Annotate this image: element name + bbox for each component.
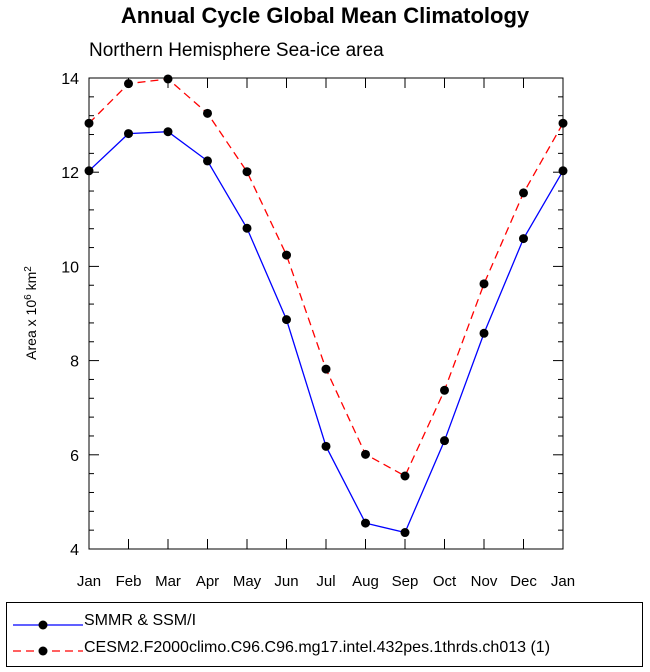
- legend-entry-smmr: SMMR & SSM/I: [84, 612, 197, 629]
- x-tick-label: Nov: [471, 573, 498, 590]
- y-axis-label-exponent: 6: [23, 294, 34, 300]
- y-axis-label-text: Area x 10: [23, 300, 39, 360]
- x-tick-label: Apr: [196, 573, 219, 590]
- chart-legend: SMMR & SSM/I CESM2.F2000climo.C96.C96.mg…: [6, 602, 643, 667]
- y-tick-label: 8: [70, 354, 79, 371]
- series-line: [88, 131, 564, 534]
- legend-marker: [38, 646, 48, 656]
- x-tick-label: Oct: [433, 573, 457, 590]
- legend-marker: [38, 620, 48, 630]
- data-point: [282, 315, 291, 325]
- y-axis-label-unit: km: [23, 272, 39, 295]
- data-point: [519, 188, 528, 198]
- data-point: [479, 328, 489, 338]
- y-axis-label: Area x 106 km2: [23, 266, 40, 360]
- x-tick-label: May: [233, 573, 262, 590]
- data-point: [321, 441, 331, 451]
- data-point: [84, 166, 94, 176]
- x-tick-label: Mar: [155, 573, 181, 590]
- data-point: [321, 364, 331, 374]
- data-point: [400, 528, 410, 538]
- data-point: [84, 118, 94, 128]
- x-tick-label: Jan: [551, 573, 575, 590]
- data-point: [361, 449, 370, 459]
- data-point: [519, 234, 528, 244]
- x-tick-label: Jan: [77, 573, 101, 590]
- x-tick-label: Sep: [392, 573, 419, 590]
- series-cesm2: [84, 74, 568, 481]
- y-axis-label-unit-exponent: 2: [23, 266, 34, 272]
- data-point: [242, 223, 252, 233]
- data-point: [203, 108, 212, 118]
- data-point: [163, 74, 173, 84]
- data-point: [440, 385, 449, 395]
- y-tick-label: 10: [61, 259, 79, 276]
- series-smmr-ssmi: [84, 127, 568, 538]
- data-point: [163, 127, 173, 137]
- x-tick-label: Jul: [316, 573, 335, 590]
- data-point: [282, 250, 291, 260]
- data-point: [203, 156, 212, 166]
- data-point: [479, 279, 489, 289]
- legend-swatches: [13, 620, 83, 656]
- x-tick-label: Dec: [510, 573, 537, 590]
- y-tick-label: 6: [70, 448, 79, 465]
- data-point: [400, 471, 410, 481]
- data-point: [440, 436, 449, 446]
- data-point: [124, 129, 133, 139]
- data-point: [124, 79, 133, 89]
- legend-entry-cesm2: CESM2.F2000climo.C96.C96.mg17.intel.432p…: [84, 639, 551, 656]
- data-point: [361, 518, 370, 528]
- x-tick-label: Feb: [116, 573, 142, 590]
- y-tick-label: 4: [70, 542, 79, 559]
- data-point: [558, 118, 568, 128]
- y-tick-label: 14: [61, 71, 79, 88]
- chart-subtitle: Northern Hemisphere Sea-ice area: [89, 40, 384, 61]
- series-line: [88, 78, 564, 477]
- x-tick-label: Jun: [274, 573, 298, 590]
- chart-title: Annual Cycle Global Mean Climatology: [120, 3, 530, 28]
- data-point: [558, 166, 568, 176]
- y-tick-label: 12: [61, 165, 79, 182]
- x-tick-label: Aug: [352, 573, 379, 590]
- data-point: [242, 167, 252, 177]
